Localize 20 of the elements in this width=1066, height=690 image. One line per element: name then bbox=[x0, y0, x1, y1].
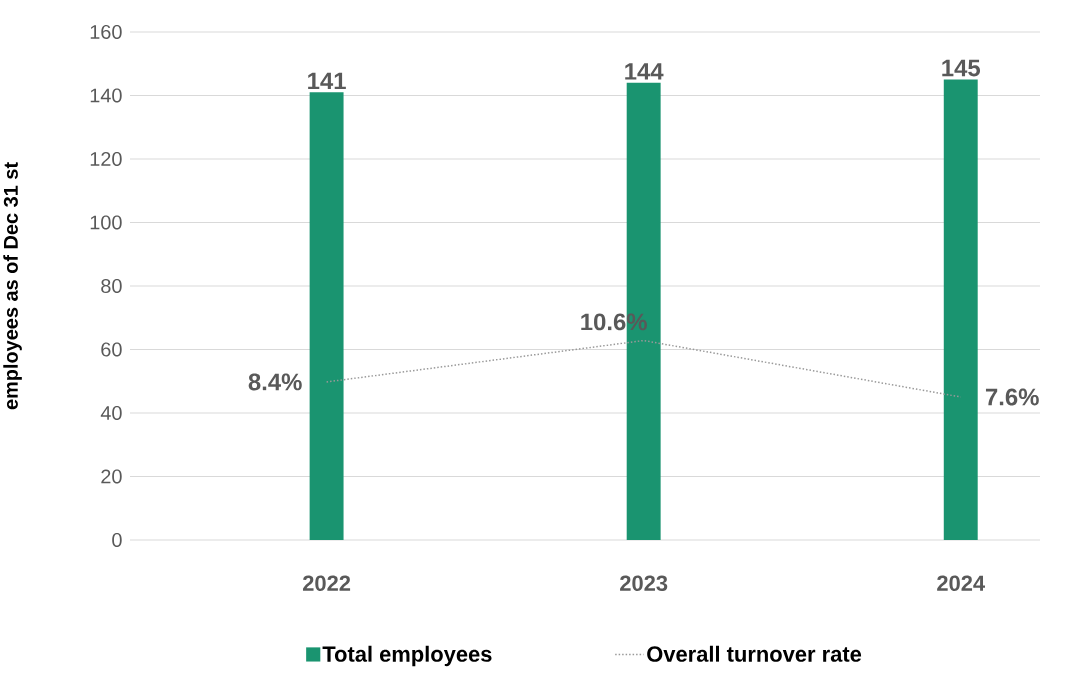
data-label: 144 bbox=[625, 63, 664, 80]
y-tick-label: 60 bbox=[101, 342, 122, 357]
data-label: 8.4% bbox=[248, 373, 302, 391]
data-label: 145 bbox=[942, 59, 981, 77]
y-tick-label: 120 bbox=[90, 151, 122, 167]
legend-label: Overall turnover rate bbox=[647, 645, 862, 662]
y-tick-label: 20 bbox=[101, 469, 122, 484]
data-label: 141 bbox=[308, 72, 346, 90]
x-tick-label: 2023 bbox=[620, 575, 668, 592]
legend-label: Total employees bbox=[322, 645, 492, 667]
y-tick-label: 160 bbox=[90, 24, 122, 40]
y-tick-label: 100 bbox=[90, 215, 122, 230]
x-tick-label: 2024 bbox=[937, 575, 985, 592]
y-tick-label: 140 bbox=[90, 88, 122, 103]
y-tick-label: 40 bbox=[100, 405, 122, 421]
data-label: 7.6% bbox=[985, 388, 1039, 406]
y-axis-title: employees as of Dec 31 st bbox=[3, 162, 22, 410]
y-tick-label: 0 bbox=[112, 532, 122, 548]
x-tick-label: 2022 bbox=[302, 575, 351, 592]
y-tick-label: 80 bbox=[101, 278, 122, 294]
